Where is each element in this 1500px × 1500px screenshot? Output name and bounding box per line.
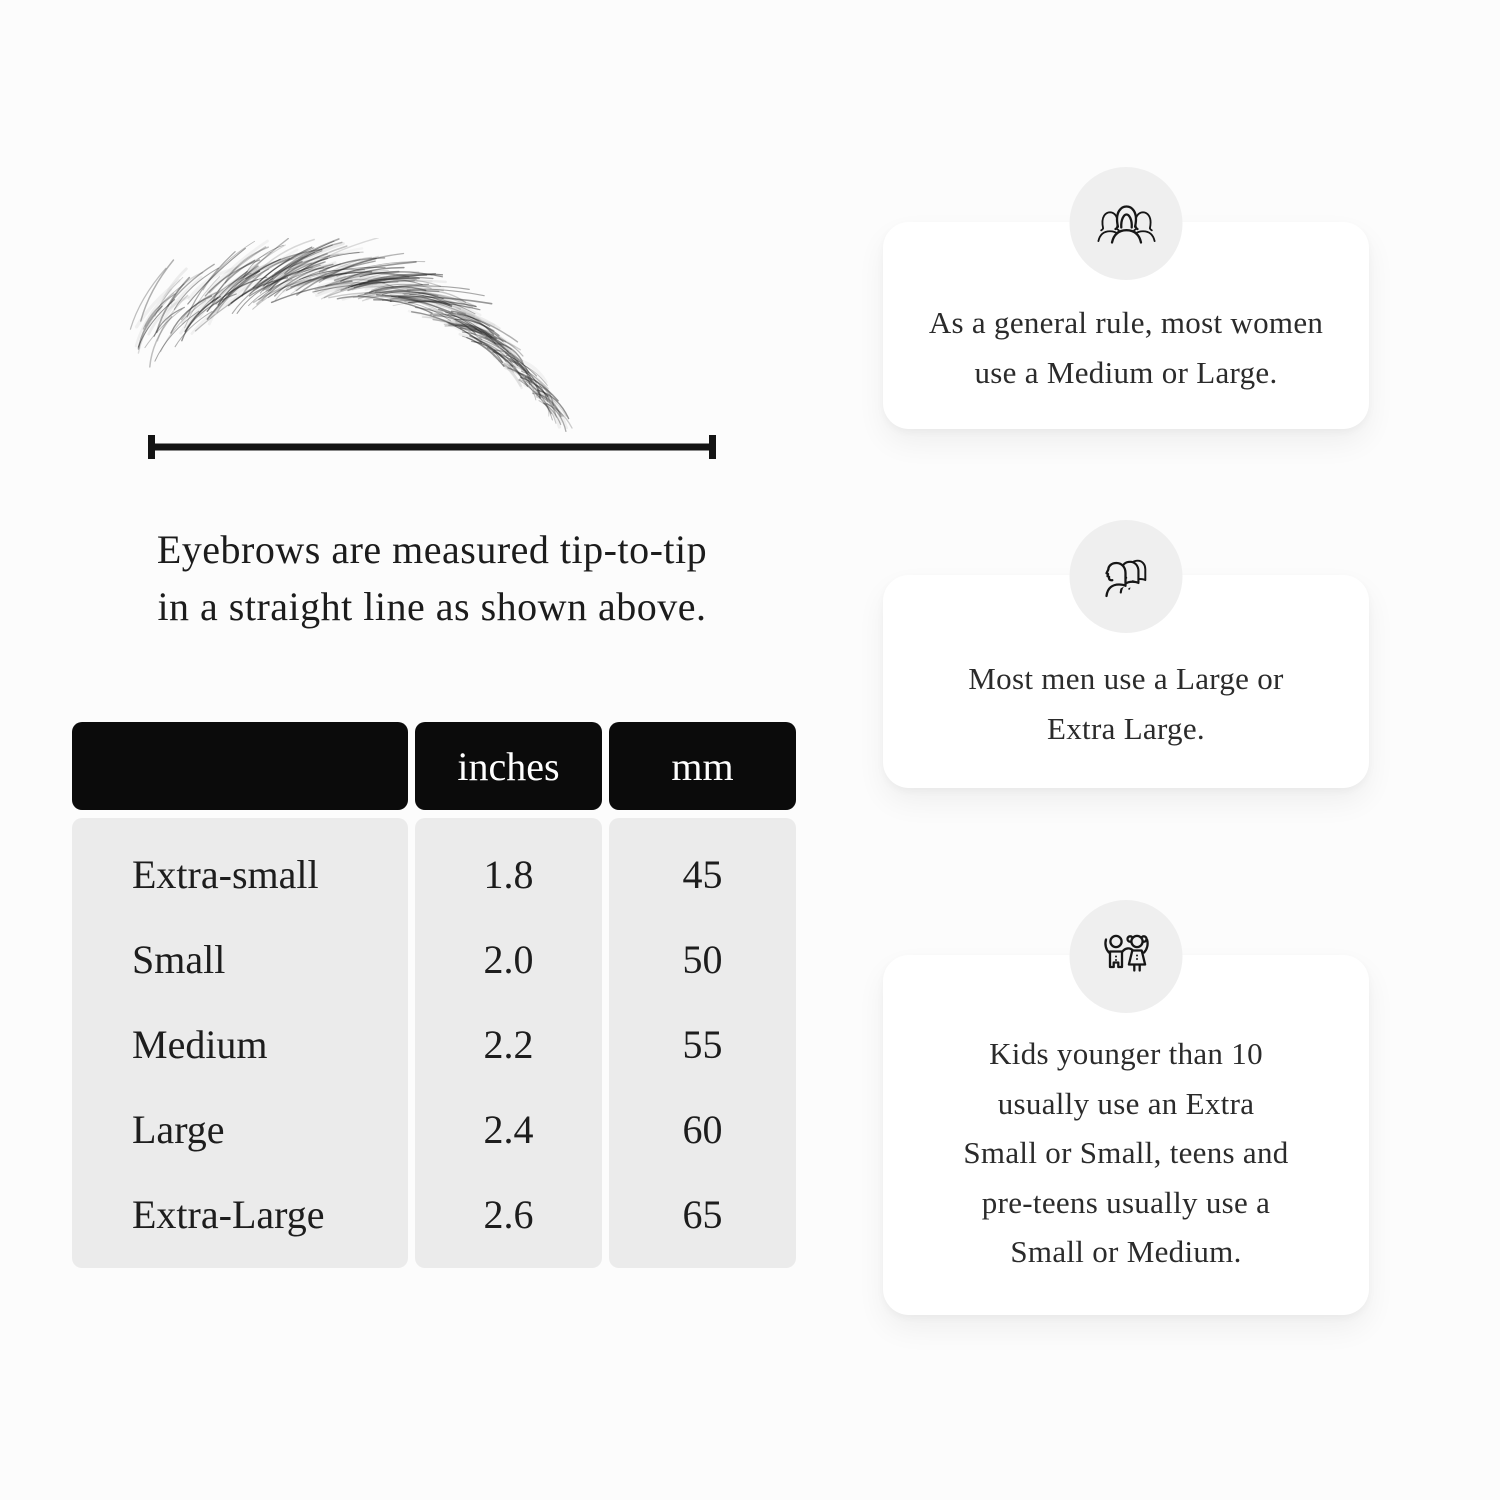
table-cell-size: Extra-small (132, 852, 319, 897)
table-cell-size: Large (132, 1107, 225, 1152)
table-header-mm: mm (609, 722, 796, 810)
eyebrow-illustration (129, 238, 573, 433)
table-column-mm: 45 50 55 60 65 (609, 818, 796, 1268)
kids-icon (1103, 934, 1149, 972)
tips-column: As a general rule, most women use a Medi… (883, 0, 1369, 1500)
table-column-sizes: Extra-small Small Medium Large Extra-Lar… (72, 818, 408, 1268)
table-cell-inches: 1.8 (483, 852, 534, 897)
table-cell-mm: 60 (682, 1107, 723, 1152)
table-cell-inches: 2.4 (483, 1107, 534, 1152)
tip-text-kids: Kids younger than 10 usually use an Extr… (963, 1036, 1289, 1270)
table-cell-inches: 2.0 (483, 937, 534, 982)
table-cell-mm: 50 (682, 937, 723, 982)
tip-text-men: Most men use a Large or Extra Large. (968, 660, 1284, 746)
men-group-icon (1104, 559, 1146, 597)
icon-badge (1069, 520, 1183, 633)
table-header-inches: inches (415, 722, 602, 810)
table-header-blank (72, 722, 408, 810)
table-cell-size: Medium (132, 1022, 268, 1067)
table-cell-mm: 55 (682, 1022, 723, 1067)
tip-card-kids: Kids younger than 10 usually use an Extr… (883, 900, 1369, 1315)
table-column-inches: 1.8 2.0 2.2 2.4 2.6 (415, 818, 602, 1268)
table-cell-inches: 2.6 (483, 1192, 534, 1237)
measurement-caption: Eyebrows are measured tip-to-tip in a st… (156, 527, 708, 629)
size-table: inches mm Extra-small Small Medium Large… (72, 722, 796, 1268)
icon-badge (1069, 167, 1183, 280)
table-cell-mm: 65 (682, 1192, 723, 1237)
women-group-icon (1096, 205, 1156, 244)
table-cell-size: Extra-Large (132, 1192, 325, 1237)
table-cell-inches: 2.2 (483, 1022, 534, 1067)
tip-card-women: As a general rule, most women use a Medi… (883, 167, 1369, 429)
table-cell-mm: 45 (682, 852, 723, 897)
tip-text-women: As a general rule, most women use a Medi… (928, 304, 1324, 390)
icon-badge (1069, 900, 1183, 1013)
measurement-line (148, 435, 716, 459)
table-cell-size: Small (132, 937, 226, 982)
tip-card-men: Most men use a Large or Extra Large. (883, 520, 1369, 788)
